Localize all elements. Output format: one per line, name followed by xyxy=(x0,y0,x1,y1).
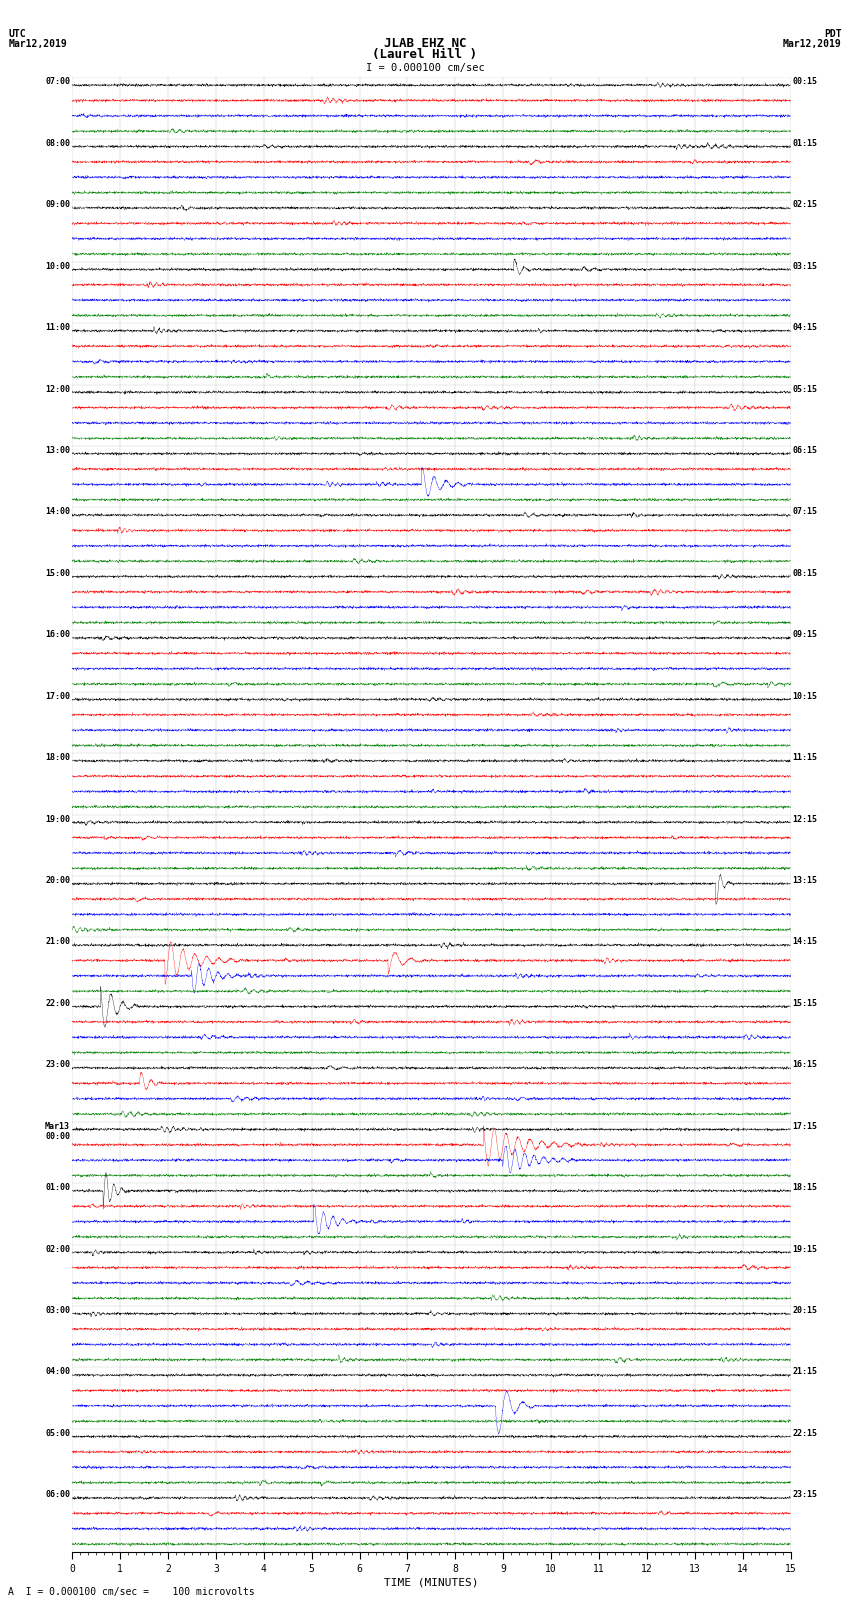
Text: 05:15: 05:15 xyxy=(793,384,818,394)
Text: 10:00: 10:00 xyxy=(45,261,70,271)
Text: 06:00: 06:00 xyxy=(45,1490,70,1498)
Text: Mar12,2019: Mar12,2019 xyxy=(783,39,842,48)
Text: 17:15: 17:15 xyxy=(793,1121,818,1131)
Text: 03:00: 03:00 xyxy=(45,1307,70,1315)
Text: 20:15: 20:15 xyxy=(793,1307,818,1315)
Text: 01:00: 01:00 xyxy=(45,1184,70,1192)
Text: 08:00: 08:00 xyxy=(45,139,70,148)
Text: 15:00: 15:00 xyxy=(45,569,70,577)
Text: 04:15: 04:15 xyxy=(793,323,818,332)
Text: 09:15: 09:15 xyxy=(793,631,818,639)
Text: 23:15: 23:15 xyxy=(793,1490,818,1498)
Text: I = 0.000100 cm/sec: I = 0.000100 cm/sec xyxy=(366,63,484,73)
Text: 13:00: 13:00 xyxy=(45,447,70,455)
X-axis label: TIME (MINUTES): TIME (MINUTES) xyxy=(384,1578,479,1587)
Text: Mar13
00:00: Mar13 00:00 xyxy=(45,1121,70,1140)
Text: 22:00: 22:00 xyxy=(45,998,70,1008)
Text: 21:15: 21:15 xyxy=(793,1368,818,1376)
Text: 00:15: 00:15 xyxy=(793,77,818,87)
Text: Mar12,2019: Mar12,2019 xyxy=(8,39,67,48)
Text: 12:15: 12:15 xyxy=(793,815,818,824)
Text: 16:00: 16:00 xyxy=(45,631,70,639)
Text: 11:15: 11:15 xyxy=(793,753,818,761)
Text: 08:15: 08:15 xyxy=(793,569,818,577)
Text: 14:00: 14:00 xyxy=(45,508,70,516)
Text: 15:15: 15:15 xyxy=(793,998,818,1008)
Text: 03:15: 03:15 xyxy=(793,261,818,271)
Text: 07:00: 07:00 xyxy=(45,77,70,87)
Text: 02:00: 02:00 xyxy=(45,1245,70,1253)
Text: 09:00: 09:00 xyxy=(45,200,70,210)
Text: 06:15: 06:15 xyxy=(793,447,818,455)
Text: 17:00: 17:00 xyxy=(45,692,70,700)
Text: 14:15: 14:15 xyxy=(793,937,818,947)
Text: 12:00: 12:00 xyxy=(45,384,70,394)
Text: 18:15: 18:15 xyxy=(793,1184,818,1192)
Text: 11:00: 11:00 xyxy=(45,323,70,332)
Text: 19:15: 19:15 xyxy=(793,1245,818,1253)
Text: 05:00: 05:00 xyxy=(45,1429,70,1437)
Text: JLAB EHZ NC: JLAB EHZ NC xyxy=(383,37,467,50)
Text: 22:15: 22:15 xyxy=(793,1429,818,1437)
Text: A  I = 0.000100 cm/sec =    100 microvolts: A I = 0.000100 cm/sec = 100 microvolts xyxy=(8,1587,255,1597)
Text: 18:00: 18:00 xyxy=(45,753,70,761)
Text: 16:15: 16:15 xyxy=(793,1060,818,1069)
Text: 10:15: 10:15 xyxy=(793,692,818,700)
Text: 23:00: 23:00 xyxy=(45,1060,70,1069)
Text: UTC: UTC xyxy=(8,29,26,39)
Text: 01:15: 01:15 xyxy=(793,139,818,148)
Text: (Laurel Hill ): (Laurel Hill ) xyxy=(372,48,478,61)
Text: 19:00: 19:00 xyxy=(45,815,70,824)
Text: 02:15: 02:15 xyxy=(793,200,818,210)
Text: PDT: PDT xyxy=(824,29,842,39)
Text: 07:15: 07:15 xyxy=(793,508,818,516)
Text: 04:00: 04:00 xyxy=(45,1368,70,1376)
Text: 21:00: 21:00 xyxy=(45,937,70,947)
Text: 20:00: 20:00 xyxy=(45,876,70,886)
Text: 13:15: 13:15 xyxy=(793,876,818,886)
